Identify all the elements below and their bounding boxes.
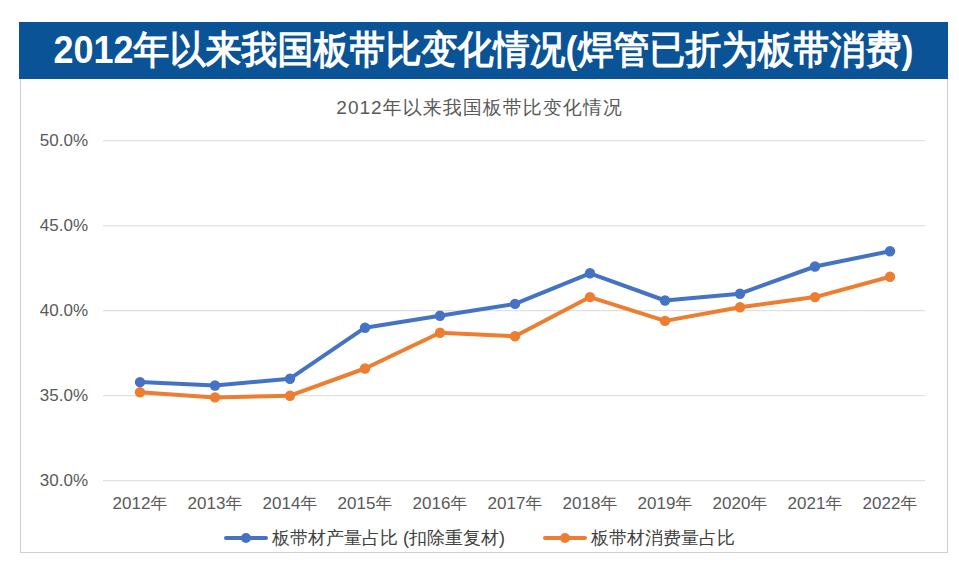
data-point [360, 323, 370, 333]
data-point [510, 331, 520, 341]
data-point [585, 268, 595, 278]
x-tick-label: 2017年 [475, 492, 555, 515]
data-point [285, 374, 295, 384]
data-point [885, 272, 895, 282]
data-point [135, 377, 145, 387]
data-point [360, 363, 370, 373]
data-point [735, 302, 745, 312]
data-point [885, 246, 895, 256]
legend-item-1: 板带材消费量占比 [543, 526, 735, 550]
data-point [510, 299, 520, 309]
screenshot-root: 2012年以来我国板带比变化情况(焊管已折为板带消费) 2012年以来我国板带比… [0, 0, 959, 573]
legend-item-0: 板带材产量占比 (扣除重复材) [224, 526, 505, 550]
data-point [660, 295, 670, 305]
x-tick-label: 2018年 [550, 492, 630, 515]
chart-legend: 板带材产量占比 (扣除重复材) 板带材消费量占比 [0, 524, 959, 552]
legend-label: 板带材产量占比 (扣除重复材) [272, 526, 505, 550]
data-point [585, 292, 595, 302]
data-point [285, 391, 295, 401]
data-point [735, 289, 745, 299]
data-point [210, 380, 220, 390]
y-tick-label: 30.0% [28, 471, 88, 491]
x-tick-label: 2019年 [625, 492, 705, 515]
legend-label: 板带材消费量占比 [591, 526, 735, 550]
data-point [435, 328, 445, 338]
x-tick-label: 2012年 [100, 492, 180, 515]
x-tick-label: 2022年 [850, 492, 930, 515]
x-tick-label: 2021年 [775, 492, 855, 515]
series-line-0 [140, 251, 890, 385]
x-tick-label: 2014年 [250, 492, 330, 515]
legend-line-dot-icon [543, 533, 587, 543]
y-tick-label: 40.0% [28, 301, 88, 321]
y-tick-label: 35.0% [28, 386, 88, 406]
data-point [210, 392, 220, 402]
x-tick-label: 2015年 [325, 492, 405, 515]
legend-line-dot-icon [224, 533, 268, 543]
data-point [435, 311, 445, 321]
data-point [660, 316, 670, 326]
x-tick-label: 2013年 [175, 492, 255, 515]
y-tick-label: 50.0% [28, 131, 88, 151]
data-point [810, 292, 820, 302]
data-point [810, 261, 820, 271]
x-tick-label: 2020年 [700, 492, 780, 515]
y-tick-label: 45.0% [28, 216, 88, 236]
x-tick-label: 2016年 [400, 492, 480, 515]
line-chart-plot-area [0, 0, 959, 573]
data-point [135, 387, 145, 397]
